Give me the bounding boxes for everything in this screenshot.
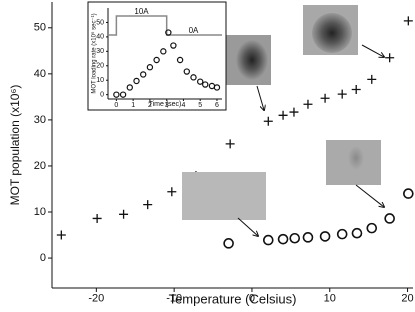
- point: [367, 74, 377, 84]
- y-tick-label: 20: [96, 63, 104, 70]
- point: [170, 42, 177, 49]
- cloud: [348, 146, 364, 170]
- annotation: 0A: [189, 26, 199, 35]
- point: [165, 29, 172, 36]
- point: [302, 232, 314, 243]
- point: [263, 116, 273, 126]
- point: [277, 233, 289, 245]
- point: [366, 222, 378, 234]
- point: [336, 228, 348, 240]
- y-tick-label: 0: [40, 252, 46, 264]
- point: [384, 213, 395, 224]
- current-trace: [108, 15, 222, 36]
- x-tick-label: 5: [198, 102, 202, 109]
- point: [262, 234, 274, 246]
- x-tick-label: 4: [181, 102, 185, 109]
- y-tick-label: 40: [34, 68, 46, 80]
- x-tick-label: 10: [324, 293, 336, 305]
- point: [176, 56, 184, 64]
- y-tick-label: 40: [96, 34, 104, 41]
- y-tick-label: 0: [100, 92, 104, 99]
- point: [126, 84, 133, 91]
- point: [202, 81, 209, 88]
- point: [385, 53, 395, 63]
- point: [320, 93, 330, 103]
- x-tick-label: 0: [249, 293, 255, 305]
- inset-plot: 0 10 20 30 40 50 0 1 2 3 4 5 6 Time (sec) MOT loading …: [91, 7, 222, 109]
- photos: [182, 5, 384, 236]
- point: [146, 64, 154, 71]
- point: [213, 84, 221, 91]
- point: [403, 16, 413, 26]
- point: [319, 231, 331, 242]
- x-tick-label: 20: [401, 293, 413, 305]
- point: [119, 91, 127, 98]
- point: [140, 71, 147, 78]
- point: [190, 74, 197, 81]
- x-tick-label: 6: [215, 102, 219, 109]
- point: [183, 68, 190, 75]
- x-tick-label: 0: [114, 102, 118, 109]
- arrow: [361, 44, 384, 57]
- y-axis-title: MOT population (x10⁶): [8, 85, 22, 206]
- point: [225, 139, 235, 149]
- y-tick-label: 30: [96, 48, 104, 55]
- x-tick-label: 2: [148, 102, 152, 109]
- point: [113, 91, 120, 98]
- point: [289, 107, 299, 117]
- y-tick-label: 50: [34, 22, 46, 34]
- point: [351, 227, 363, 239]
- annotation: 10A: [134, 7, 149, 16]
- point: [303, 99, 313, 109]
- point: [119, 209, 129, 219]
- x-axis-title: Time (sec): [149, 101, 182, 108]
- point: [153, 56, 160, 64]
- y-tick-label: 50: [96, 19, 104, 26]
- point: [160, 48, 167, 55]
- x-tick-label: 3: [165, 102, 169, 109]
- cloud: [236, 40, 268, 80]
- point: [197, 78, 204, 85]
- inset-frame: [87, 1, 227, 111]
- x-tick-label: 1: [131, 102, 135, 109]
- y-tick-label: 10: [34, 206, 46, 218]
- cloud: [312, 13, 352, 53]
- point: [143, 200, 153, 210]
- arrow: [256, 85, 264, 110]
- point: [167, 187, 177, 197]
- point: [56, 230, 66, 240]
- y-tick-label: 10: [96, 77, 104, 84]
- y-axis-title: MOT loading rate (x10⁶ sec⁻¹): [91, 13, 98, 93]
- point: [223, 238, 234, 249]
- y-tick-label: 30: [34, 114, 46, 126]
- point: [337, 89, 347, 99]
- x-tick-label: -20: [88, 293, 104, 305]
- point: [289, 232, 301, 244]
- point: [351, 85, 361, 95]
- x-axis-title: Temperature (Celsius): [169, 291, 297, 306]
- point: [403, 188, 414, 199]
- point: [278, 110, 288, 120]
- point: [92, 213, 102, 223]
- arrow: [355, 184, 384, 207]
- photo: [182, 172, 266, 220]
- y-tick-label: 20: [34, 160, 46, 172]
- arrow: [237, 217, 258, 236]
- point: [133, 77, 140, 85]
- x-tick-label: -10: [166, 293, 182, 305]
